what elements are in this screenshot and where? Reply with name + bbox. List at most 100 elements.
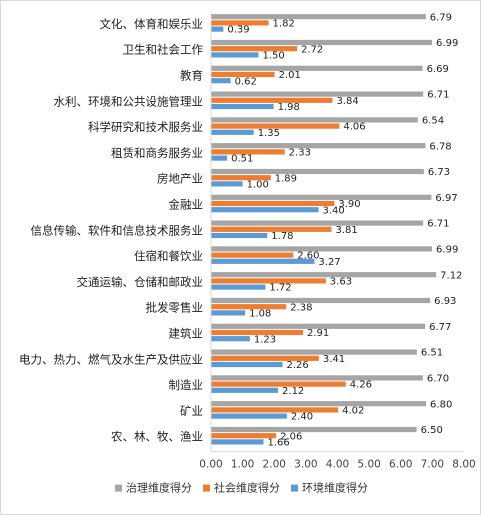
bar-social bbox=[211, 304, 287, 310]
bar-environment bbox=[211, 207, 319, 213]
bar-governance bbox=[211, 323, 426, 329]
data-label: 2.40 bbox=[291, 412, 313, 423]
data-label: 1.82 bbox=[273, 19, 295, 30]
data-label: 6.51 bbox=[421, 348, 443, 359]
bar-governance bbox=[211, 220, 424, 226]
category-label: 教育 bbox=[180, 69, 203, 83]
bar-governance bbox=[211, 401, 427, 407]
bar-governance bbox=[211, 39, 433, 46]
data-label: 6.77 bbox=[429, 322, 451, 333]
data-label: 0.62 bbox=[235, 76, 257, 87]
x-tick-label: 1.00 bbox=[231, 459, 254, 471]
bar-environment bbox=[211, 52, 259, 58]
data-label: 3.84 bbox=[336, 96, 358, 107]
bar-governance bbox=[211, 297, 431, 304]
data-label: 6.54 bbox=[422, 116, 444, 127]
data-label: 2.26 bbox=[286, 360, 308, 371]
data-label: 1.72 bbox=[269, 283, 291, 294]
category-label: 农、林、牧、渔业 bbox=[111, 430, 203, 444]
data-label: 1.00 bbox=[247, 180, 269, 191]
data-label: 0.39 bbox=[227, 25, 249, 36]
data-label: 4.26 bbox=[350, 380, 372, 391]
data-label: 3.90 bbox=[338, 199, 360, 210]
category-label: 批发零售业 bbox=[146, 301, 204, 315]
category-label: 矿业 bbox=[180, 404, 203, 418]
legend-swatch bbox=[115, 484, 122, 492]
category-label: 交通运输、仓储和邮政业 bbox=[77, 275, 204, 289]
data-label: 6.79 bbox=[430, 12, 452, 23]
data-label: 3.40 bbox=[323, 205, 345, 216]
data-label: 2.91 bbox=[307, 328, 329, 339]
bar-governance bbox=[211, 91, 424, 97]
category-label: 水利、环境和公共设施管理业 bbox=[54, 94, 204, 108]
bar-environment bbox=[211, 26, 224, 32]
data-label: 6.50 bbox=[421, 425, 443, 436]
category-label: 卫生和社会工作 bbox=[123, 43, 204, 57]
bar-governance bbox=[211, 375, 423, 381]
bar-governance bbox=[211, 117, 418, 123]
x-tick-label: 5.00 bbox=[357, 459, 380, 471]
bar-social bbox=[211, 123, 340, 129]
bar-governance bbox=[211, 168, 424, 175]
data-label: 1.66 bbox=[267, 438, 289, 449]
x-tick-label: 6.00 bbox=[389, 459, 412, 471]
data-label: 1.89 bbox=[275, 173, 297, 184]
bar-environment bbox=[211, 361, 283, 368]
category-label: 建筑业 bbox=[169, 327, 204, 341]
data-label: 3.27 bbox=[318, 257, 340, 268]
data-label: 6.99 bbox=[436, 245, 458, 256]
bar-governance bbox=[211, 349, 417, 355]
category-label: 金融业 bbox=[169, 198, 204, 212]
bar-governance bbox=[211, 426, 417, 433]
bar-environment bbox=[211, 284, 266, 290]
legend-swatch bbox=[203, 484, 210, 492]
data-label: 3.81 bbox=[335, 225, 357, 236]
data-label: 0.51 bbox=[231, 154, 253, 165]
bar-social bbox=[211, 46, 298, 52]
category-label: 文化、体育和娱乐业 bbox=[100, 17, 204, 31]
data-label: 6.69 bbox=[427, 64, 449, 75]
category-label: 住宿和餐饮业 bbox=[134, 249, 203, 263]
bar-environment bbox=[211, 78, 231, 84]
bar-social bbox=[211, 71, 275, 78]
data-label: 6.99 bbox=[436, 38, 458, 49]
data-label: 6.97 bbox=[435, 193, 457, 204]
bar-governance bbox=[211, 272, 437, 278]
bar-environment bbox=[211, 413, 287, 419]
x-tick-label: 0.00 bbox=[199, 459, 222, 471]
bar-social bbox=[211, 226, 332, 232]
x-tick-label: 3.00 bbox=[294, 459, 317, 471]
data-label: 4.02 bbox=[342, 406, 364, 417]
data-label: 6.71 bbox=[427, 90, 449, 101]
bar-governance bbox=[211, 14, 426, 20]
data-label: 4.06 bbox=[343, 122, 365, 133]
data-label: 6.73 bbox=[428, 167, 450, 178]
bar-environment bbox=[211, 336, 250, 342]
bar-social bbox=[211, 97, 333, 103]
legend-label: 治理维度得分 bbox=[126, 481, 192, 495]
bar-social bbox=[211, 20, 269, 26]
bar-governance bbox=[211, 143, 426, 149]
data-label: 1.50 bbox=[262, 51, 284, 62]
data-label: 2.72 bbox=[301, 44, 323, 55]
x-tick-label: 8.00 bbox=[452, 459, 475, 471]
bar-governance bbox=[211, 194, 432, 200]
bar-environment bbox=[211, 387, 279, 393]
data-label: 2.60 bbox=[297, 251, 319, 262]
legend-swatch bbox=[291, 484, 298, 492]
data-label: 6.70 bbox=[427, 374, 449, 385]
category-label: 房地产业 bbox=[157, 172, 203, 186]
bar-environment bbox=[211, 439, 264, 445]
bar-environment bbox=[211, 155, 228, 161]
data-label: 2.01 bbox=[279, 70, 301, 81]
bar-social bbox=[211, 329, 304, 336]
data-label: 6.71 bbox=[427, 219, 449, 230]
data-label: 2.38 bbox=[290, 302, 312, 313]
data-label: 6.78 bbox=[429, 141, 451, 152]
bar-social bbox=[211, 149, 285, 155]
data-label: 3.41 bbox=[323, 354, 345, 365]
data-label: 1.98 bbox=[278, 102, 300, 113]
bar-governance bbox=[211, 65, 423, 71]
legend-label: 环境维度得分 bbox=[302, 481, 368, 495]
